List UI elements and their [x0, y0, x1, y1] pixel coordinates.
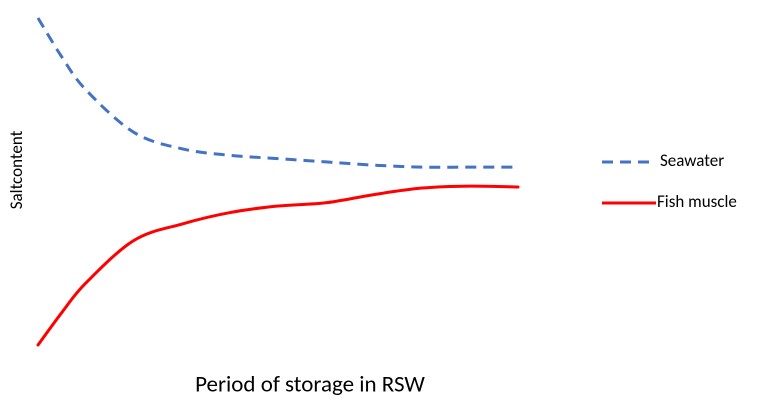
legend-label: Seawater [660, 150, 724, 171]
x-axis-title: Period of storage in RSW [195, 370, 425, 398]
line-series [36, 184, 520, 347]
line-series [36, 17, 518, 169]
legend-label: Fish muscle [657, 191, 737, 212]
y-axis-title: Saltcontent [6, 130, 27, 209]
